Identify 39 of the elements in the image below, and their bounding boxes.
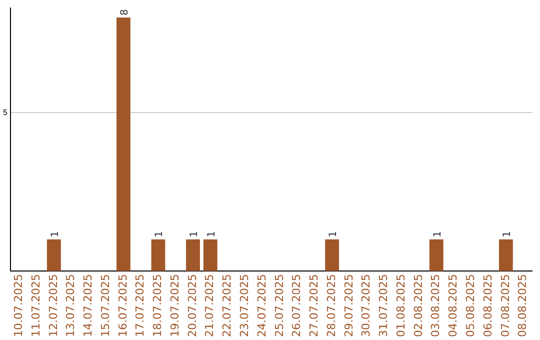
x-tick-label: 28.07.2025 [324,274,338,338]
x-tick-label: 30.07.2025 [360,274,373,338]
x-tick-label: 06.08.2025 [481,274,494,338]
x-tick-label: 01.08.2025 [394,274,408,338]
x-tick-label: 21.07.2025 [203,274,216,338]
x-tick-label: 08.08.2025 [516,274,530,338]
x-tick-label: 18.07.2025 [151,274,164,338]
data-label: 1 [502,230,513,238]
x-tick-label: 05.08.2025 [464,274,478,338]
data-label: 1 [50,230,61,238]
x-tick-label: 22.07.2025 [220,274,234,338]
x-tick-label: 11.07.2025 [29,274,42,338]
data-label: 1 [188,230,200,238]
x-tick-label: 12.07.2025 [46,274,60,338]
y-tick-label: 5 [2,108,8,117]
x-tick-label: 23.07.2025 [238,274,252,338]
x-tick-label: 19.07.2025 [168,274,182,338]
data-label: 1 [432,230,444,238]
data-label: 8 [119,9,130,16]
x-tick-label: 29.07.2025 [342,274,356,338]
x-tick-label: 10.07.2025 [12,274,25,338]
x-tick-label: 13.07.2025 [64,274,78,338]
x-tick-label: 25.07.2025 [272,274,286,338]
x-tick-label: 16.07.2025 [116,274,130,338]
x-tick-label: 17.07.2025 [134,274,147,338]
x-tick-label: 20.07.2025 [186,274,199,338]
x-tick-label: 31.07.2025 [377,274,390,338]
data-label: 1 [206,230,218,238]
x-tick-label: 03.08.2025 [429,274,442,338]
x-tick-label: 26.07.2025 [290,274,304,338]
x-tick-label: 07.08.2025 [498,274,512,338]
x-tick-label: 14.07.2025 [82,274,95,338]
x-tick-label: 15.07.2025 [98,274,112,338]
x-tick-label: 02.08.2025 [412,274,425,338]
data-label: 1 [328,230,340,238]
x-tick-label: 27.07.2025 [308,274,321,338]
x-tick-label: 24.07.2025 [255,274,268,338]
data-label: 1 [154,230,166,238]
x-tick-label: 04.08.2025 [446,274,460,338]
